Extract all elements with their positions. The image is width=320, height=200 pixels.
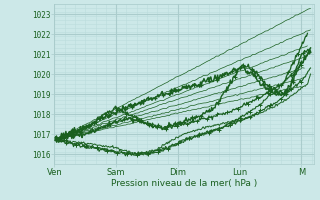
- X-axis label: Pression niveau de la mer( hPa ): Pression niveau de la mer( hPa ): [111, 179, 257, 188]
